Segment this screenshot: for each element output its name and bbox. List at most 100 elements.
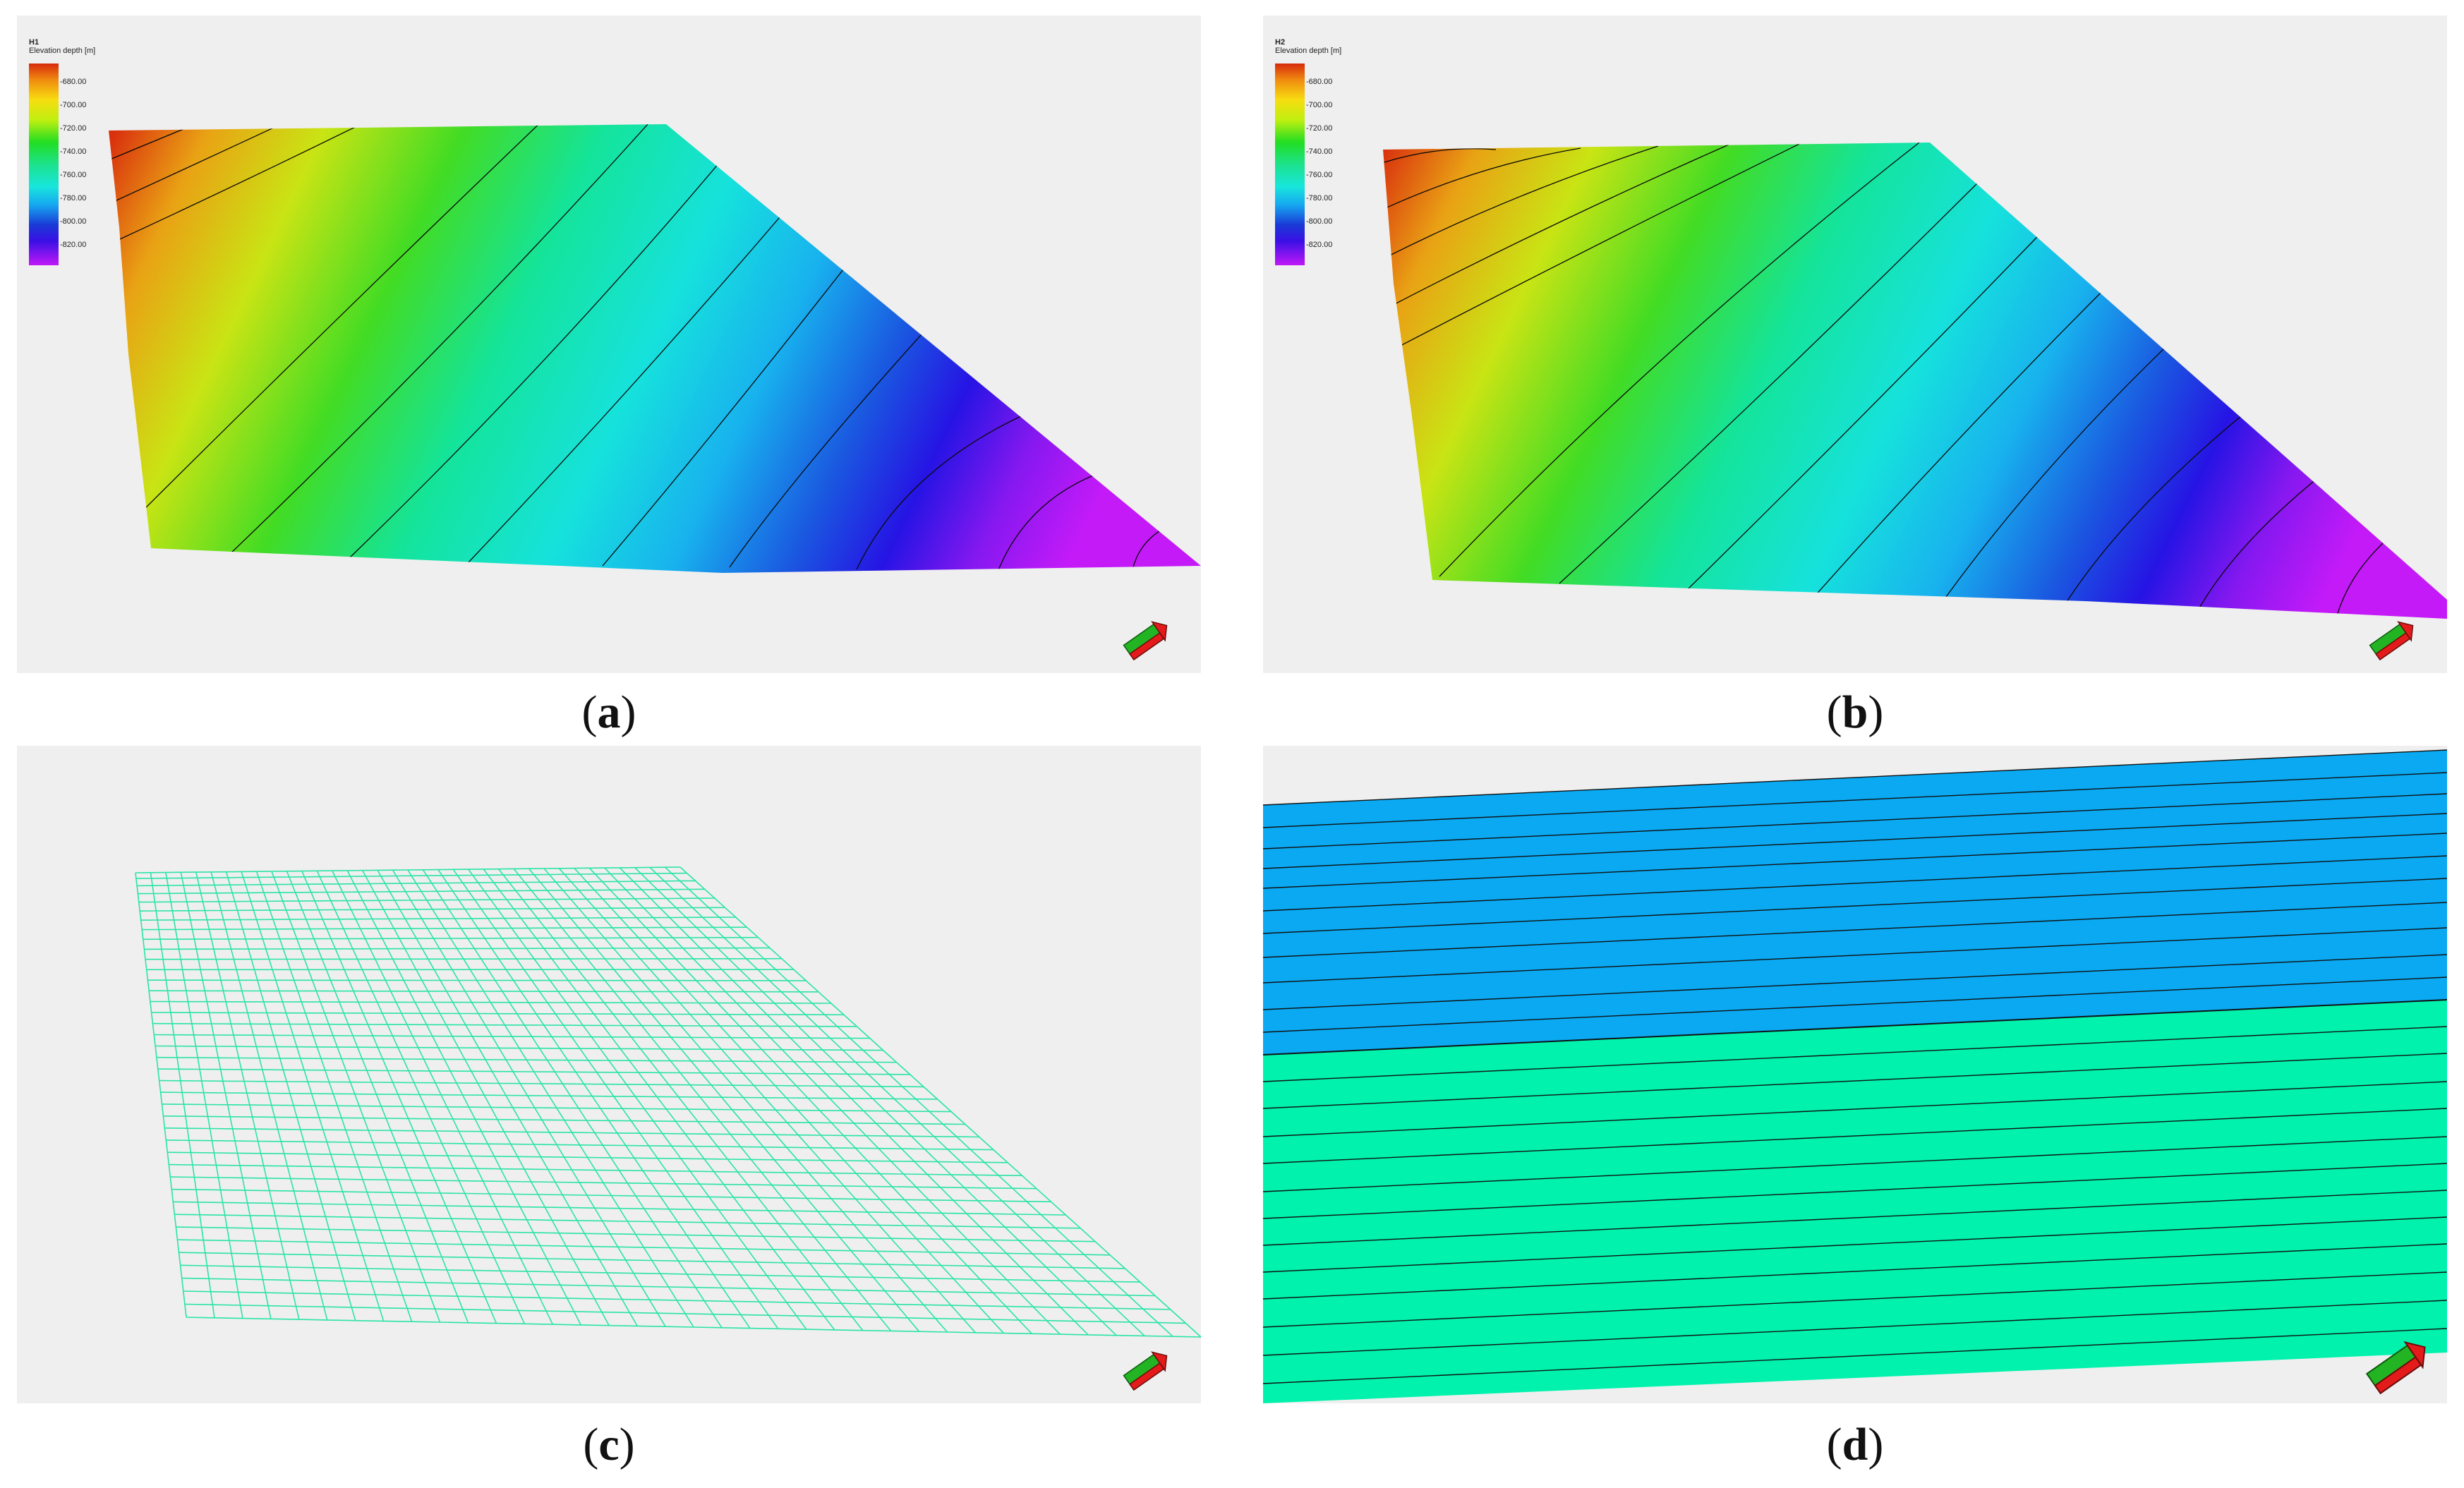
- layer-boundary: [1263, 749, 2447, 806]
- layer-boundary: [1263, 1243, 2447, 1300]
- layered-section-view[interactable]: [1263, 746, 2447, 1403]
- mesh-line: [149, 990, 819, 993]
- elevation-surface: [109, 124, 1201, 573]
- mesh-line: [137, 880, 696, 887]
- layer-boundary: [1263, 999, 2447, 1055]
- color-legend-h2: H2 Elevation depth [m] -680.00 -700.00 -…: [1275, 38, 1341, 265]
- surface-h1-viewport[interactable]: [17, 16, 1201, 673]
- mesh-line: [169, 1163, 1022, 1176]
- grid-mesh-view[interactable]: [17, 746, 1201, 1403]
- compass-orientation-icon[interactable]: [1122, 616, 1173, 661]
- layer-boundary: [1263, 833, 2447, 889]
- upper-layer: [1263, 750, 2447, 1055]
- layer-boundary: [1263, 1190, 2447, 1246]
- mesh-line: [181, 1277, 1156, 1297]
- legend-tick: -720.00: [1306, 124, 1333, 133]
- layered-section-viewport[interactable]: [1263, 746, 2447, 1403]
- surface-view-h2[interactable]: H2 Elevation depth [m] -680.00 -700.00 -…: [1263, 16, 2447, 673]
- layer-boundary: [1263, 1081, 2447, 1137]
- caption-d: (d): [1826, 1419, 1884, 1470]
- contour-line: [1439, 143, 1920, 577]
- contour-line: [729, 304, 949, 568]
- legend-surface-name: H1: [29, 38, 40, 47]
- mesh-line: [186, 1317, 1201, 1338]
- compass-orientation-icon[interactable]: [1122, 1346, 1173, 1391]
- contour-line: [1813, 276, 2118, 598]
- layer-boundary: [1263, 1053, 2447, 1109]
- mesh-line: [140, 907, 725, 912]
- mesh-line: [138, 888, 705, 895]
- contour-line: [1559, 163, 1998, 584]
- elevation-surface: [1383, 143, 2447, 619]
- layer-boundary: [1263, 1026, 2447, 1082]
- layer-boundary: [1263, 1300, 2447, 1356]
- layer-boundary: [1263, 954, 2447, 1010]
- mesh-grid: [135, 866, 1201, 1338]
- mesh-line: [152, 1022, 857, 1027]
- legend-title: Elevation depth [m]: [29, 47, 96, 55]
- mesh-line: [143, 936, 759, 940]
- layer-boundary: [1263, 927, 2447, 984]
- contour-line: [1383, 147, 1581, 242]
- contour-line: [348, 124, 751, 559]
- legend-tick: -720.00: [60, 124, 87, 133]
- layer-boundary: [1263, 976, 2447, 1033]
- contour-line: [997, 473, 1097, 572]
- layer-boundary: [1263, 855, 2447, 912]
- contour-line: [2060, 396, 2266, 612]
- surface-h2-viewport[interactable]: [1263, 16, 2447, 673]
- mesh-line: [150, 1000, 831, 1004]
- contour-line: [1940, 332, 2181, 605]
- legend-tick: -800.00: [60, 217, 87, 226]
- mesh-line: [163, 1115, 965, 1125]
- contour-line: [109, 124, 427, 221]
- legend-tick: -740.00: [60, 147, 87, 156]
- mesh-line: [156, 1056, 897, 1063]
- layer-boundary: [1263, 1328, 2447, 1384]
- caption-b: (b): [1826, 686, 1884, 738]
- mesh-line: [174, 1214, 1081, 1229]
- compass-orientation-icon[interactable]: [2365, 1335, 2434, 1396]
- layer-boundary: [1263, 813, 2447, 869]
- layer-boundary: [1263, 772, 2447, 828]
- mesh-line: [135, 872, 687, 879]
- mesh-line: [154, 1034, 870, 1039]
- layer-boundary: [1263, 1108, 2447, 1164]
- grid-mesh-viewport[interactable]: [17, 746, 1201, 1403]
- mesh-line: [135, 872, 187, 1318]
- legend-tick: -700.00: [60, 101, 87, 109]
- mesh-line: [138, 897, 715, 903]
- legend-tick: -760.00: [1306, 171, 1333, 179]
- layer-boundary: [1263, 1216, 2447, 1273]
- mesh-line: [140, 917, 736, 921]
- layer-boundary: [1263, 793, 2447, 849]
- legend-tick: -700.00: [1306, 101, 1333, 109]
- color-legend-h1: H1 Elevation depth [m] -680.00 -700.00 -…: [29, 38, 95, 265]
- mesh-line: [184, 1303, 1186, 1324]
- mesh-line: [176, 1226, 1096, 1242]
- surface-view-h1[interactable]: H1 Elevation depth [m] -680.00 -700.00 -…: [17, 16, 1201, 673]
- layer-boundary: [1263, 902, 2447, 958]
- contour-lines: [109, 124, 1175, 573]
- mesh-line: [171, 1188, 1051, 1203]
- legend-tick: -820.00: [1306, 241, 1333, 249]
- mesh-line: [142, 926, 747, 931]
- legend-tick: -820.00: [60, 241, 87, 249]
- contour-line: [856, 410, 1034, 570]
- mesh-line: [147, 979, 807, 981]
- compass-orientation-icon[interactable]: [2368, 616, 2419, 661]
- contour-line: [1383, 148, 1497, 193]
- mesh-line: [166, 1139, 994, 1151]
- mesh-line: [170, 1176, 1037, 1190]
- mesh-line: [167, 1151, 1008, 1163]
- legend-tick: -680.00: [1306, 78, 1333, 86]
- caption-a: (a): [581, 686, 636, 738]
- legend-tick: -780.00: [60, 194, 87, 202]
- mesh-line: [151, 1012, 845, 1016]
- mesh-line: [162, 1103, 952, 1113]
- legend-tick: -780.00: [1306, 194, 1333, 202]
- legend-color-bar: [1275, 63, 1305, 265]
- contour-line: [602, 234, 871, 567]
- layer-boundary: [1263, 878, 2447, 934]
- caption-c: (c): [583, 1419, 635, 1470]
